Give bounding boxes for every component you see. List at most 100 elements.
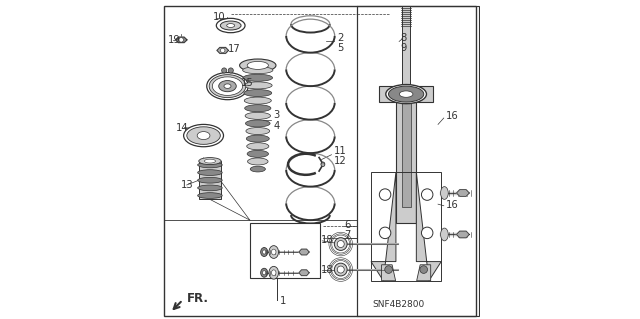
- Polygon shape: [299, 249, 309, 255]
- Text: 6: 6: [344, 220, 350, 230]
- Circle shape: [422, 189, 433, 200]
- Text: 11: 11: [334, 145, 347, 156]
- Ellipse shape: [399, 91, 413, 97]
- Text: SNF4B2800: SNF4B2800: [372, 300, 425, 309]
- Ellipse shape: [440, 228, 448, 241]
- Circle shape: [321, 163, 325, 167]
- Text: 17: 17: [227, 44, 240, 55]
- Ellipse shape: [198, 193, 222, 198]
- Ellipse shape: [198, 177, 222, 183]
- Polygon shape: [371, 172, 396, 281]
- Text: 9: 9: [401, 43, 407, 53]
- Text: 16: 16: [446, 200, 459, 210]
- Bar: [402, 97, 411, 207]
- Text: 18: 18: [321, 264, 333, 275]
- Polygon shape: [456, 190, 469, 196]
- Ellipse shape: [198, 170, 222, 175]
- Ellipse shape: [198, 162, 222, 168]
- Circle shape: [179, 38, 184, 42]
- Ellipse shape: [334, 263, 347, 276]
- Ellipse shape: [271, 270, 276, 276]
- Ellipse shape: [247, 150, 268, 157]
- Text: 15: 15: [241, 78, 253, 88]
- Ellipse shape: [386, 85, 426, 104]
- Ellipse shape: [337, 266, 344, 273]
- Circle shape: [420, 266, 428, 273]
- Ellipse shape: [243, 82, 272, 89]
- Ellipse shape: [220, 21, 241, 30]
- Ellipse shape: [247, 143, 269, 150]
- Polygon shape: [381, 265, 396, 281]
- Bar: [199, 161, 221, 199]
- Text: 12: 12: [334, 156, 347, 166]
- Polygon shape: [456, 231, 469, 238]
- Ellipse shape: [239, 59, 276, 72]
- Polygon shape: [417, 265, 431, 281]
- Circle shape: [385, 266, 392, 273]
- Ellipse shape: [334, 238, 347, 250]
- Ellipse shape: [198, 185, 222, 191]
- Ellipse shape: [247, 61, 268, 70]
- Ellipse shape: [197, 132, 210, 140]
- Ellipse shape: [440, 187, 448, 199]
- Ellipse shape: [244, 97, 271, 104]
- Ellipse shape: [224, 84, 231, 88]
- Ellipse shape: [260, 248, 268, 256]
- Bar: [371, 172, 441, 281]
- Ellipse shape: [199, 158, 221, 165]
- Ellipse shape: [246, 128, 269, 135]
- Ellipse shape: [244, 105, 271, 112]
- Bar: [356, 6, 479, 316]
- Circle shape: [228, 68, 234, 73]
- Ellipse shape: [245, 112, 271, 119]
- Text: 19: 19: [168, 34, 180, 45]
- Polygon shape: [417, 172, 441, 281]
- Ellipse shape: [244, 90, 272, 97]
- Circle shape: [220, 48, 225, 53]
- Ellipse shape: [184, 124, 223, 147]
- Ellipse shape: [227, 24, 235, 27]
- Ellipse shape: [219, 80, 236, 92]
- Ellipse shape: [271, 249, 276, 255]
- Text: 18: 18: [321, 235, 333, 245]
- Text: 14: 14: [176, 122, 188, 133]
- Ellipse shape: [246, 135, 269, 142]
- Ellipse shape: [246, 120, 270, 127]
- Ellipse shape: [337, 241, 344, 248]
- Ellipse shape: [204, 159, 216, 163]
- Polygon shape: [175, 37, 187, 43]
- Polygon shape: [217, 48, 228, 53]
- Bar: [250, 223, 320, 278]
- Ellipse shape: [248, 158, 268, 165]
- Ellipse shape: [207, 73, 248, 100]
- Ellipse shape: [212, 77, 243, 95]
- Ellipse shape: [262, 271, 266, 275]
- Text: 3: 3: [273, 110, 279, 121]
- Text: 1: 1: [280, 296, 287, 307]
- Text: FR.: FR.: [187, 292, 209, 305]
- Text: 5: 5: [337, 43, 343, 53]
- Ellipse shape: [269, 266, 278, 279]
- Ellipse shape: [243, 67, 273, 74]
- Bar: [403, 6, 410, 89]
- Polygon shape: [299, 270, 309, 276]
- Ellipse shape: [250, 166, 266, 172]
- Bar: [379, 86, 433, 102]
- Ellipse shape: [260, 268, 268, 277]
- Ellipse shape: [243, 74, 273, 81]
- Text: 2: 2: [337, 33, 343, 43]
- Ellipse shape: [209, 75, 246, 98]
- Circle shape: [422, 227, 433, 239]
- Text: 7: 7: [344, 230, 350, 241]
- Ellipse shape: [388, 86, 424, 102]
- Ellipse shape: [187, 127, 220, 145]
- Text: 16: 16: [446, 111, 459, 122]
- Text: 10: 10: [213, 11, 226, 22]
- Ellipse shape: [269, 246, 278, 258]
- Text: 13: 13: [181, 180, 193, 190]
- Text: 4: 4: [273, 121, 279, 131]
- Circle shape: [221, 68, 227, 73]
- Bar: [396, 97, 417, 223]
- Ellipse shape: [262, 250, 266, 254]
- Ellipse shape: [216, 18, 245, 33]
